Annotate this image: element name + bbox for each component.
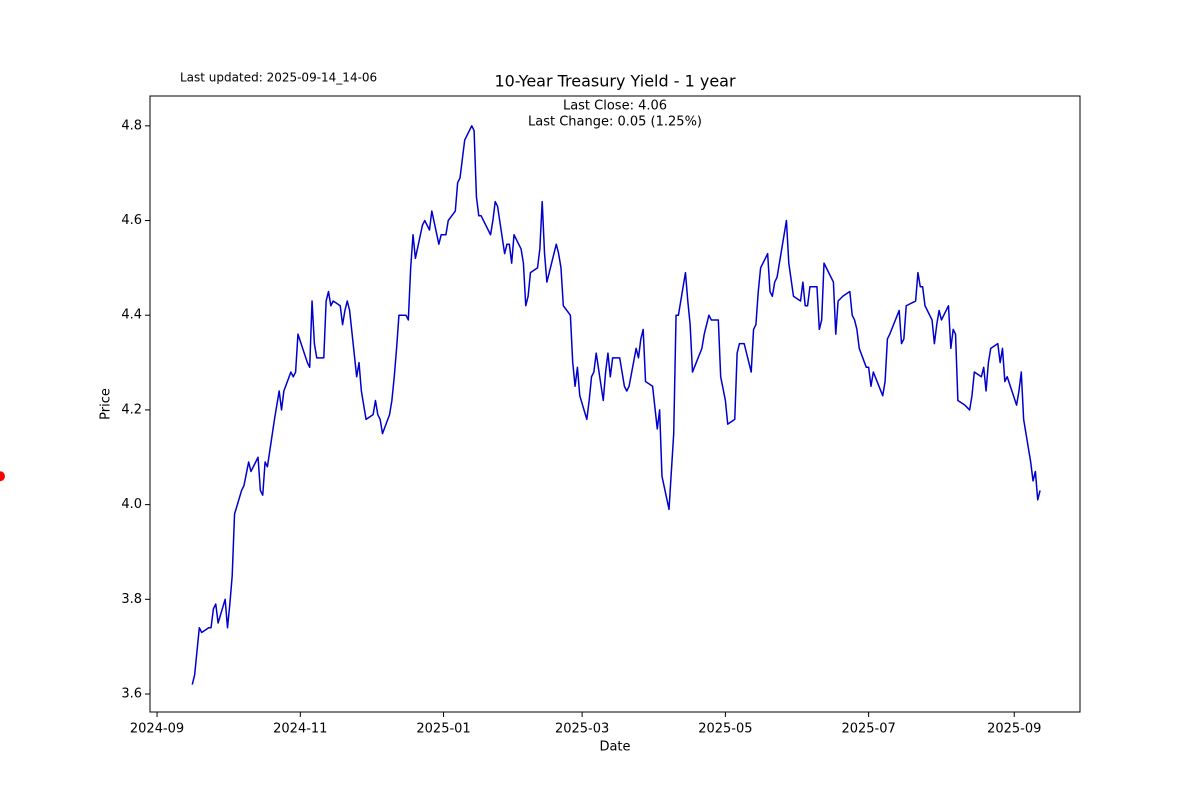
y-axis-label: Price [99,388,114,420]
x-tick-label: 2025-03 [555,722,609,737]
y-tick-label: 4.8 [121,118,142,133]
x-tick-label: 2025-05 [698,722,752,737]
annotation: Last Change: 0.05 (1.25%) [528,115,702,130]
plot-frame [149,95,1081,713]
x-axis-label: Date [599,740,630,755]
y-tick-label: 3.6 [121,687,142,702]
y-tick-label: 4.4 [121,308,142,323]
y-tick-label: 4.6 [121,213,142,228]
x-tick-label: 2024-11 [273,722,327,737]
y-tick-label: 4.2 [121,402,142,417]
last-close-marker [0,471,5,482]
chart-title: 10-Year Treasury Yield - 1 year [494,72,736,91]
subtitle: Last updated: 2025-09-14_14-06 [180,71,377,85]
y-tick-label: 4.0 [121,497,142,512]
x-tick-label: 2025-01 [416,722,470,737]
x-tick-label: 2024-09 [130,722,184,737]
annotation: Last Close: 4.06 [563,99,667,114]
x-tick-label: 2025-09 [987,722,1041,737]
data-line [191,125,1041,685]
y-tick-label: 3.8 [121,592,142,607]
x-tick-label: 2025-07 [841,722,895,737]
